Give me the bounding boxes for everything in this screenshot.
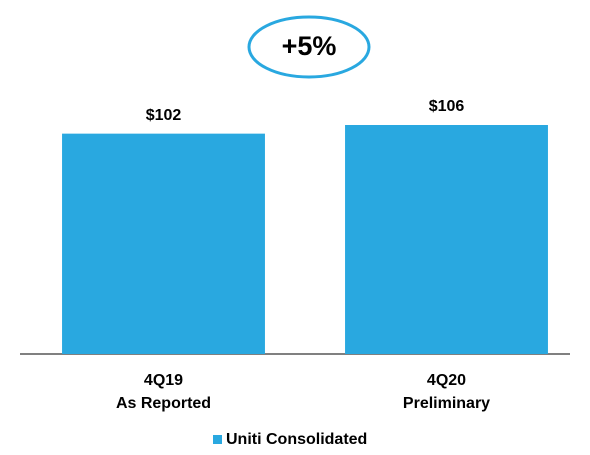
- annotation-ellipse: [247, 15, 371, 79]
- legend-label: Uniti Consolidated: [226, 431, 367, 448]
- x-tick-label: As Reported: [116, 395, 211, 412]
- x-tick-label: 4Q20: [427, 372, 466, 389]
- x-tick-label: 4Q19: [144, 372, 183, 389]
- value-label: $106: [429, 98, 465, 115]
- bar: [345, 125, 548, 354]
- bar: [62, 133, 265, 354]
- legend-swatch: [213, 435, 222, 444]
- x-tick-label: Preliminary: [403, 395, 490, 412]
- value-label: $102: [146, 107, 182, 124]
- annotation: +5%: [282, 31, 337, 61]
